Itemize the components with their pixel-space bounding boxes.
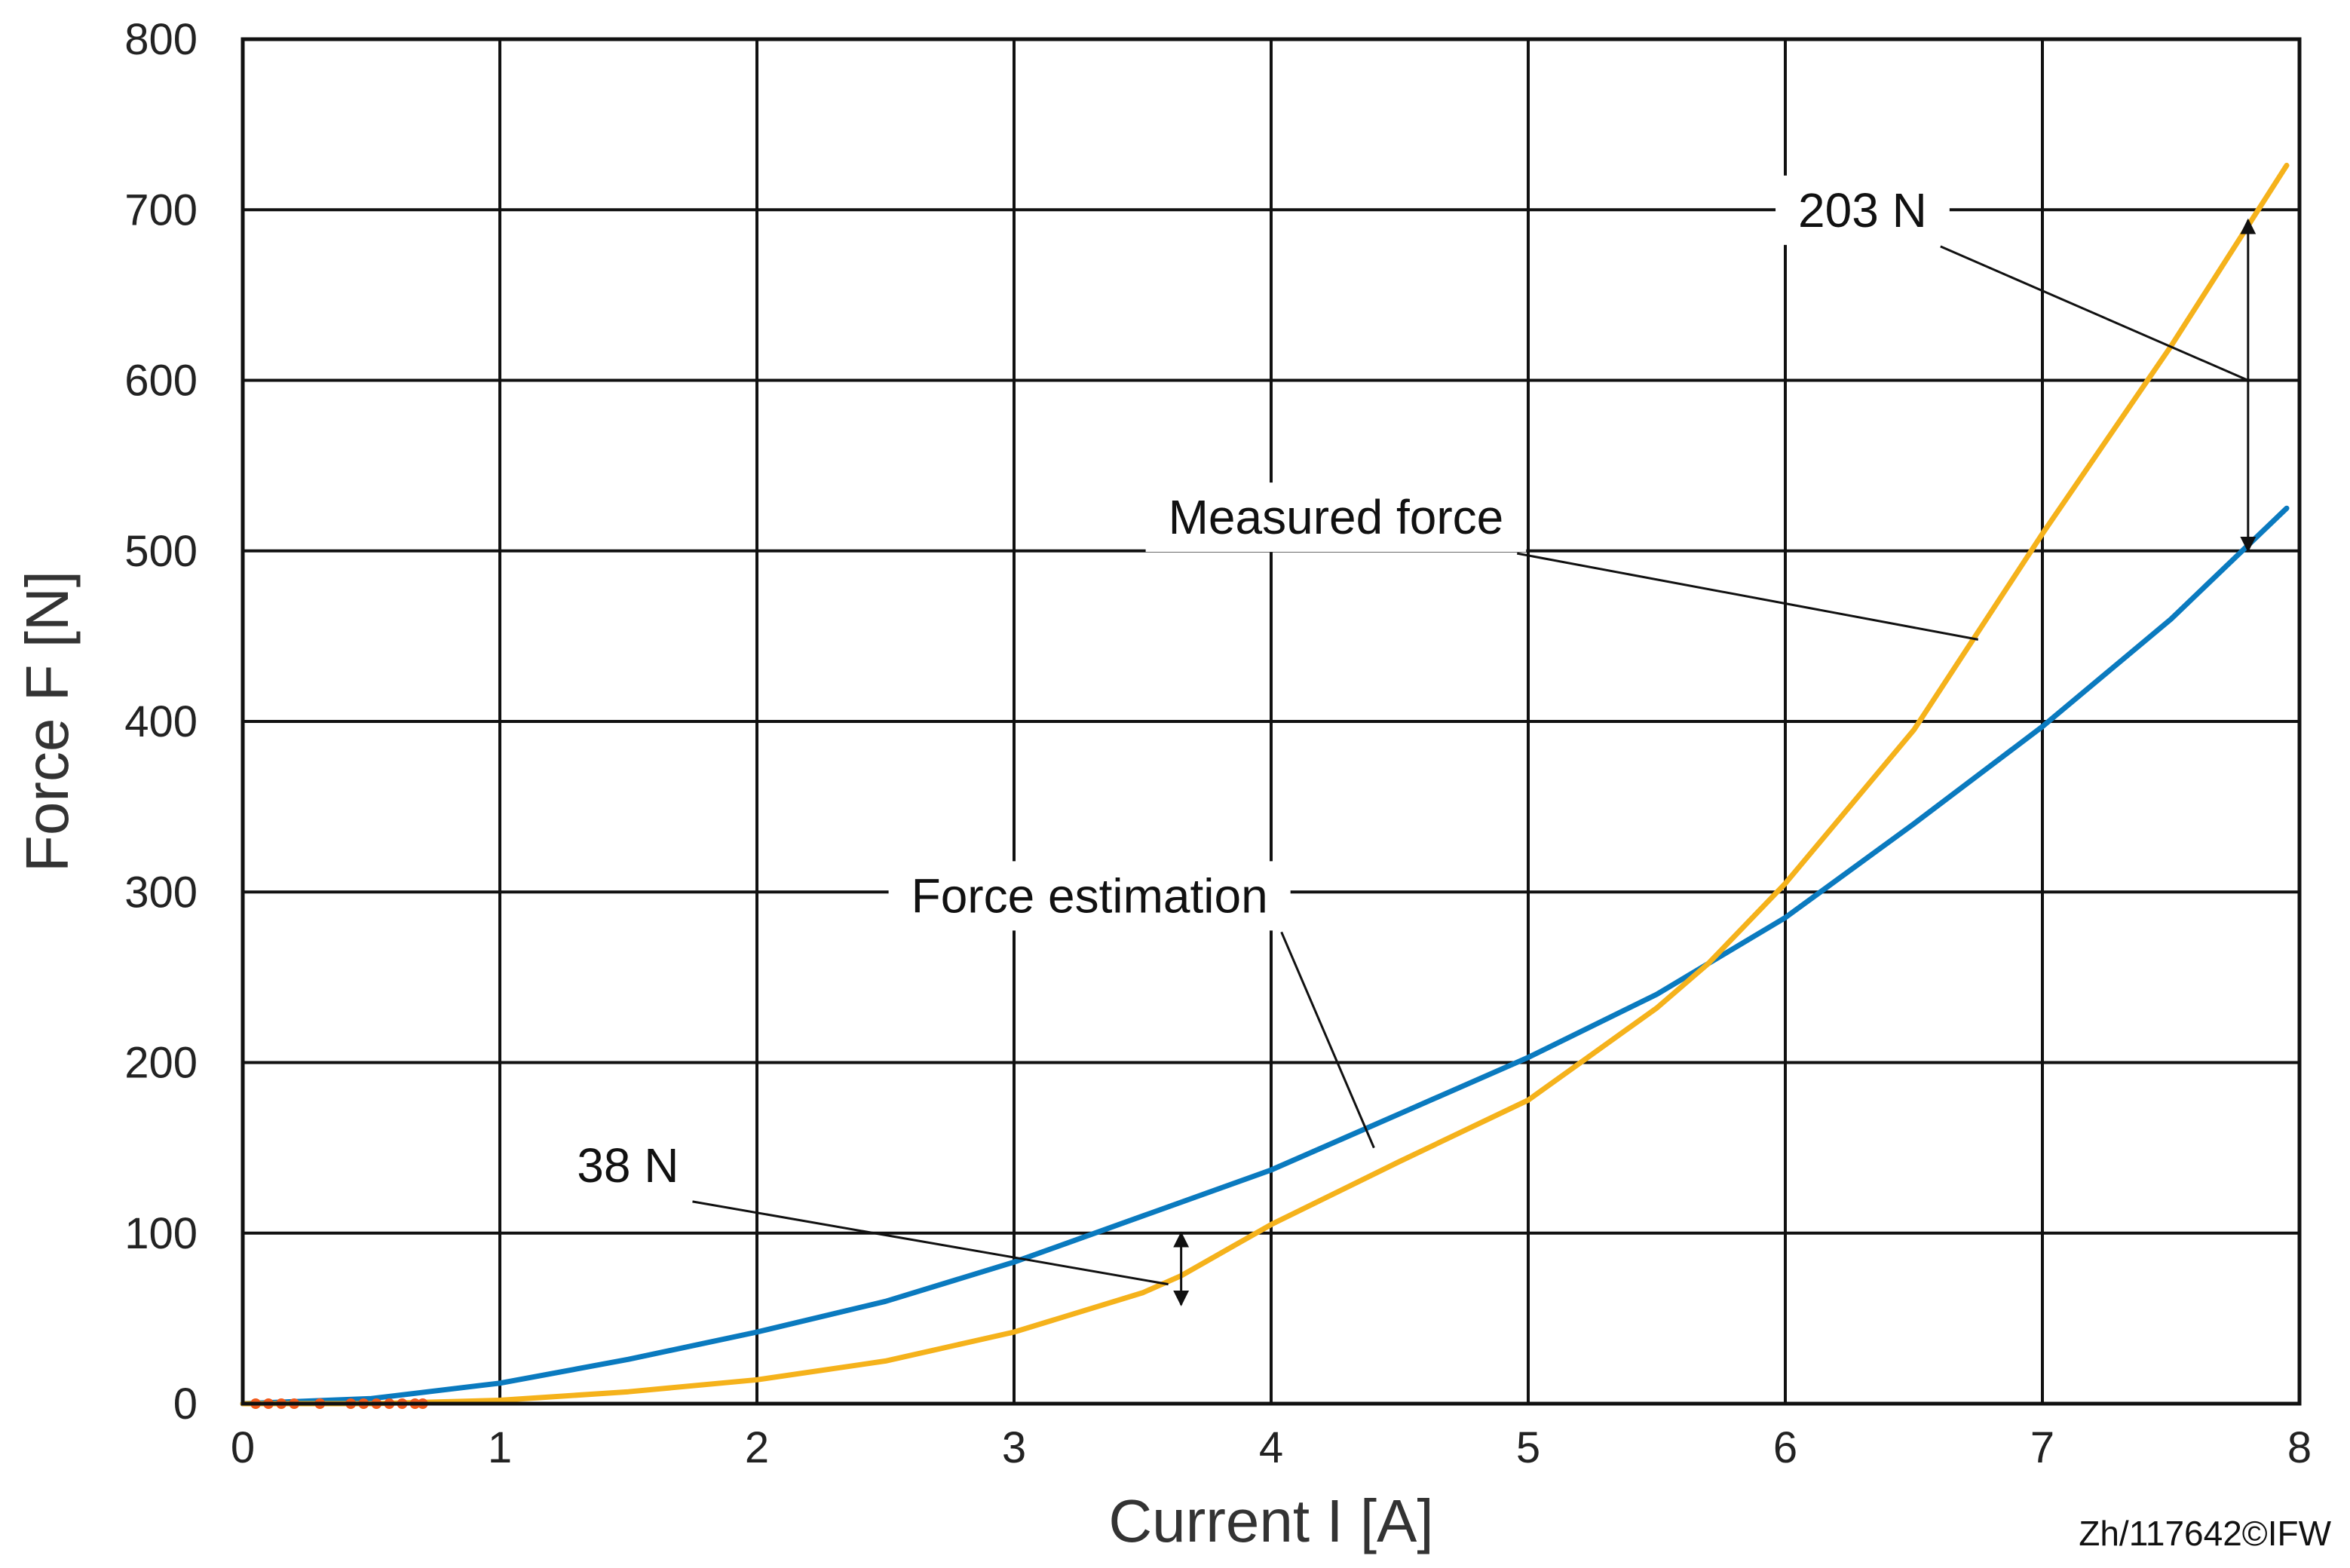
y-tick-label: 0 <box>173 1380 198 1429</box>
annotation-label: Measured force <box>1169 490 1504 544</box>
x-tick-label: 1 <box>488 1423 512 1472</box>
annotation-label: 38 N <box>577 1138 679 1193</box>
y-tick-label: 300 <box>124 868 198 917</box>
y-tick-label: 700 <box>124 185 198 234</box>
annotations: Measured force Force estimation 203 N 38 N <box>554 175 2257 1306</box>
y-tick-label: 800 <box>124 15 198 64</box>
y-tick-label: 400 <box>124 697 198 746</box>
x-tick-label: 5 <box>1516 1423 1540 1472</box>
x-tick-label: 7 <box>2030 1423 2054 1472</box>
series-line-1 <box>240 505 2290 1407</box>
x-tick-label: 4 <box>1259 1423 1283 1472</box>
annotation-label: 203 N <box>1798 183 1927 237</box>
y-tick-label: 200 <box>124 1039 198 1088</box>
annotation-label-bg <box>1776 175 1950 245</box>
annotation-leader-line <box>1516 552 1979 641</box>
plot-frame <box>241 37 2302 1406</box>
annotation-leader-line <box>692 1200 1169 1286</box>
annotation-label-bg <box>1145 482 1527 553</box>
y-tick-label: 100 <box>124 1209 198 1258</box>
annotation-label: Force estimation <box>912 868 1268 923</box>
series-group <box>240 162 2290 1409</box>
annotation-label-bg <box>888 861 1291 931</box>
x-tick-label: 2 <box>745 1423 769 1472</box>
annotation-leader-line <box>1280 931 1375 1149</box>
y-axis-label: Force F [N] <box>14 571 81 872</box>
tick-labels: 0 1 2 3 4 5 6 7 8 0 100 200 300 400 500 600 700 800 <box>124 15 2312 1472</box>
grid <box>241 38 2301 1405</box>
annotation-leader-line <box>1940 245 2249 381</box>
x-tick-label: 6 <box>1773 1423 1797 1472</box>
series-line-2 <box>240 162 2290 1407</box>
credit-text: Zh/117642©IFW <box>2079 1514 2331 1553</box>
x-tick-label: 3 <box>1002 1423 1026 1472</box>
x-tick-label: 8 <box>2287 1423 2312 1472</box>
y-tick-label: 500 <box>124 527 198 576</box>
x-tick-label: 0 <box>231 1423 255 1472</box>
annotation-label-bg <box>554 1130 702 1200</box>
y-tick-label: 600 <box>124 357 198 406</box>
x-axis-label: Current I [A] <box>1108 1487 1433 1554</box>
